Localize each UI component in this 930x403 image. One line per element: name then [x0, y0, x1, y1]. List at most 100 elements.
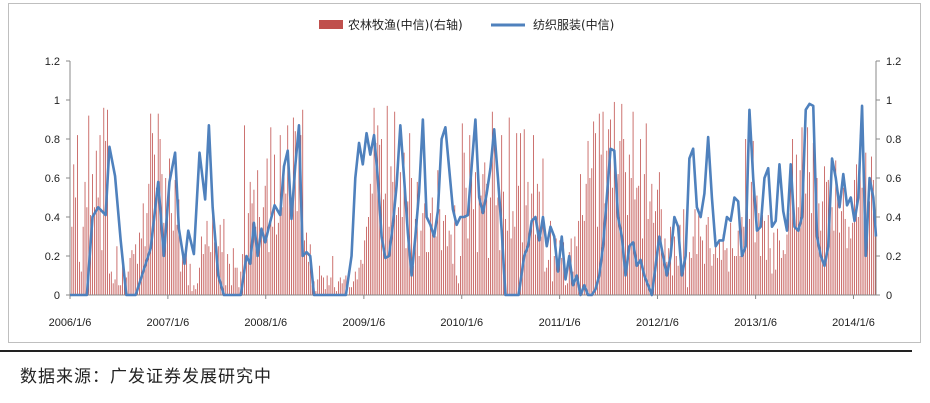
bar — [750, 181, 752, 295]
bar — [734, 256, 735, 295]
bar — [760, 256, 762, 295]
y-left-tick-label: 0.2 — [45, 251, 60, 263]
bar — [399, 172, 401, 295]
bar — [715, 234, 717, 295]
bar — [424, 203, 426, 295]
bar — [309, 244, 311, 295]
bar — [176, 224, 178, 295]
bar — [446, 246, 448, 295]
bar — [167, 207, 168, 295]
bar — [214, 242, 215, 295]
bar — [628, 154, 630, 295]
bar — [416, 181, 418, 295]
legend-line-label: 纺织服装(中信) — [533, 17, 614, 32]
bar — [871, 156, 872, 295]
bar — [287, 125, 289, 295]
bar — [354, 271, 356, 295]
bar — [281, 207, 283, 295]
bar — [461, 123, 463, 296]
x-tick-label: 2009/1/6 — [342, 317, 385, 329]
bar — [244, 125, 245, 295]
bar — [137, 263, 138, 295]
bar — [322, 277, 324, 295]
bar — [465, 187, 467, 295]
bar — [506, 230, 508, 295]
bar — [306, 232, 307, 295]
bar — [566, 283, 568, 295]
bar — [268, 252, 270, 295]
bar — [538, 191, 540, 295]
bar — [471, 178, 473, 295]
bar — [490, 197, 491, 295]
bar — [700, 236, 702, 295]
x-tick-label: 2010/1/6 — [440, 317, 483, 329]
bar — [302, 109, 304, 295]
line-series-textile — [70, 102, 878, 297]
bar — [782, 250, 784, 295]
bar — [842, 187, 844, 295]
bar — [606, 150, 608, 295]
bar — [625, 172, 626, 295]
bar — [548, 259, 550, 295]
bar — [199, 267, 200, 295]
bar — [844, 218, 846, 295]
bar — [439, 209, 441, 295]
bar — [429, 213, 431, 295]
bar — [246, 257, 247, 295]
bar — [529, 230, 531, 295]
y-left-tick-label: 1.2 — [45, 56, 60, 68]
bar — [139, 232, 140, 295]
bar — [553, 256, 555, 295]
bar — [752, 140, 754, 295]
bar — [587, 140, 589, 295]
bar — [874, 217, 876, 295]
bar — [758, 213, 760, 295]
bar — [512, 211, 514, 295]
x-tick-label: 2013/1/6 — [734, 317, 777, 329]
x-tick-label: 2011/1/6 — [539, 317, 581, 329]
bar — [157, 113, 159, 296]
bar — [837, 193, 839, 295]
bar — [97, 197, 99, 295]
bar — [732, 248, 733, 295]
bar — [764, 220, 765, 295]
bar — [375, 142, 377, 295]
bar — [291, 209, 292, 295]
bar — [516, 133, 518, 295]
bar — [401, 217, 403, 295]
bar — [814, 181, 816, 295]
bar — [475, 172, 476, 295]
bar — [371, 193, 373, 295]
bar — [638, 185, 640, 295]
bar — [247, 213, 249, 295]
x-tick-label: 2014/1/6 — [832, 317, 875, 329]
bar — [428, 252, 429, 295]
bar — [223, 218, 225, 295]
bar — [568, 252, 570, 295]
bar — [227, 254, 229, 295]
bar — [786, 234, 788, 295]
bar — [420, 230, 422, 295]
bar — [103, 107, 105, 295]
bar — [580, 174, 581, 295]
bar — [696, 254, 698, 295]
bar — [206, 220, 208, 295]
bar — [863, 197, 865, 295]
bar — [80, 271, 82, 295]
bar — [649, 201, 651, 295]
bar — [769, 248, 771, 295]
bar — [688, 252, 690, 295]
bar — [585, 183, 587, 295]
bar — [550, 220, 551, 295]
bar — [338, 281, 339, 295]
bar — [707, 217, 709, 295]
bar — [193, 285, 195, 295]
bar — [773, 232, 775, 295]
bar — [110, 271, 112, 295]
bar — [636, 187, 638, 295]
y-right-tick-label: 0.6 — [886, 173, 901, 185]
bar — [846, 248, 848, 295]
bar — [360, 259, 362, 295]
bar — [488, 257, 489, 295]
bar — [771, 273, 773, 295]
